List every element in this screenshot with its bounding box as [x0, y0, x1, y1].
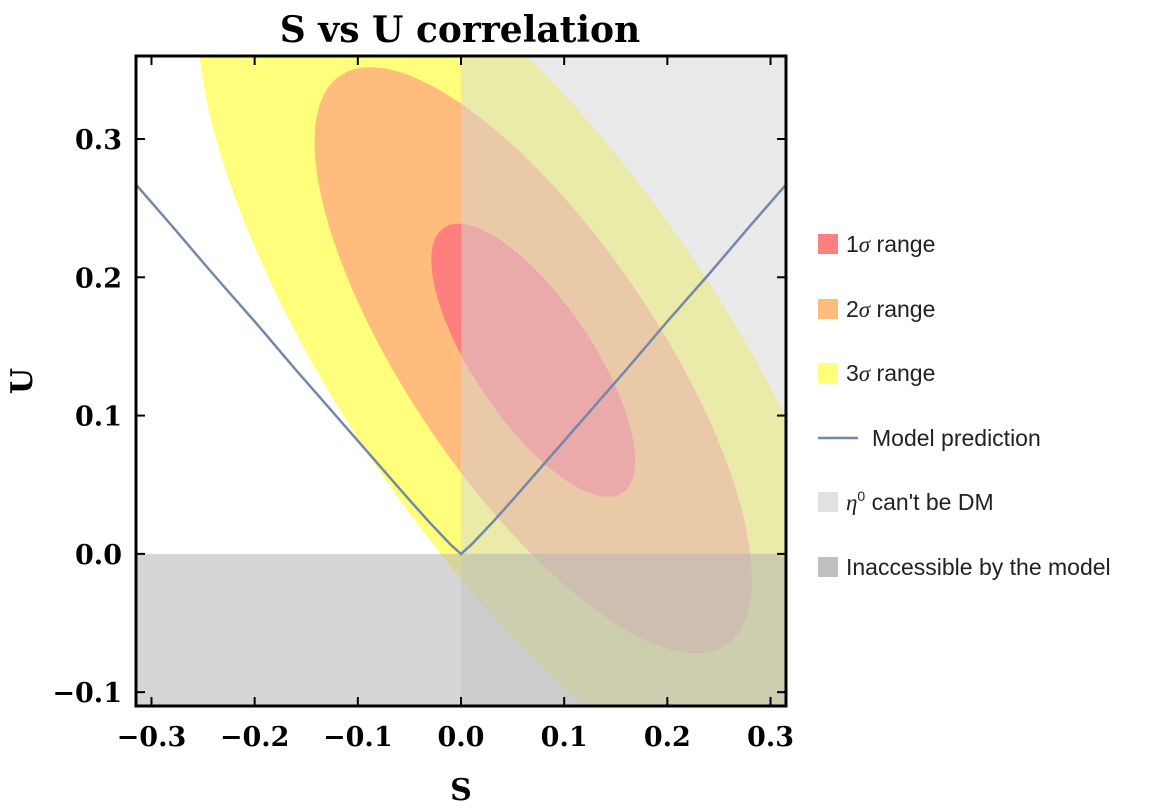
legend-swatch-1sigma [818, 234, 838, 254]
legend-item-2sigma: 2σ range [818, 296, 935, 322]
legend-label-model-prediction: Model prediction [872, 425, 1041, 451]
region-inaccessible [136, 553, 786, 706]
legend-label-inaccessible: Inaccessible by the model [846, 554, 1111, 580]
x-tick-label: −0.2 [220, 722, 290, 753]
x-tick-label: 0.0 [438, 722, 485, 753]
curve-layer [136, 183, 786, 556]
y-tick-label: 0.2 [75, 263, 122, 294]
legend-label-1sigma: 1σ range [846, 231, 935, 257]
y-tick-label: 0.0 [75, 540, 122, 571]
x-tick-label: −0.1 [323, 722, 393, 753]
chart-title: S vs U correlation [280, 9, 640, 51]
legend-label-eta-not-dm: η0 can't be DM [846, 488, 994, 515]
legend-item-3sigma: 3σ range [818, 360, 935, 386]
plot-area [136, 56, 786, 706]
y-axis-label: U [5, 368, 40, 394]
y-tick-label: 0.3 [75, 125, 122, 156]
x-tick-label: −0.3 [117, 722, 187, 753]
x-tick-label: 0.2 [644, 722, 691, 753]
legend-item-model-prediction: Model prediction [818, 425, 1041, 451]
regions-layer [136, 56, 786, 706]
x-tick-label: 0.3 [747, 722, 794, 753]
legend-swatch-2sigma [818, 299, 838, 319]
legend-item-1sigma: 1σ range [818, 231, 935, 257]
x-axis-label: S [450, 773, 472, 808]
legend: 1σ range 2σ range 3σ range Model predict… [818, 231, 1111, 580]
y-tick-label: −0.1 [52, 678, 122, 709]
legend-swatch-3sigma [818, 363, 838, 383]
legend-item-inaccessible: Inaccessible by the model [818, 554, 1111, 580]
legend-swatch-inaccessible [818, 557, 838, 577]
model-prediction-line [136, 183, 786, 556]
legend-label-3sigma: 3σ range [846, 360, 935, 386]
x-tick-label: 0.1 [541, 722, 588, 753]
legend-label-2sigma: 2σ range [846, 296, 935, 322]
legend-item-eta-not-dm: η0 can't be DM [818, 488, 994, 515]
legend-swatch-eta-not-dm [818, 492, 838, 512]
y-tick-label: 0.1 [75, 402, 122, 433]
ticks-layer: −0.3 −0.2 −0.1 0.0 0.1 0.2 0.3 −0.1 0.0 0.1 0.2 0.3 [52, 56, 794, 753]
